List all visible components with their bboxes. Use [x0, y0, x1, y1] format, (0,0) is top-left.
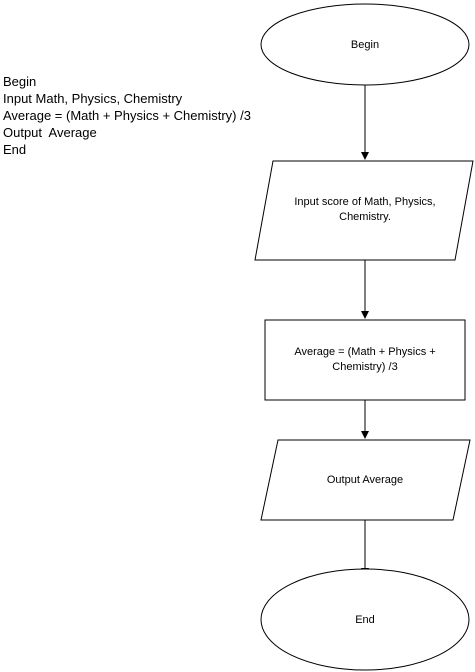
end-label: End — [355, 613, 375, 626]
input-label: Input score of Math, Physics, Chemistry. — [294, 196, 436, 223]
output-parallelogram — [260, 439, 471, 521]
process-box — [264, 319, 466, 401]
end-terminal — [260, 568, 470, 671]
pseudocode-block: Begin Input Math, Physics, Chemistry Ave… — [3, 73, 251, 158]
output-label: Output Average — [326, 473, 404, 486]
process-label: Average = (Math + Physics + Chemistry) /… — [294, 346, 436, 373]
begin-label: Begin — [350, 38, 380, 51]
pseudocode-line: End — [3, 142, 27, 157]
pseudocode-line: Output Average — [3, 125, 97, 140]
input-parallelogram — [254, 160, 474, 261]
pseudocode-line: Begin — [3, 74, 37, 89]
pseudocode-line: Input Math, Physics, Chemistry — [3, 91, 183, 106]
pseudocode-line: Average = (Math + Physics + Chemistry) /… — [3, 108, 251, 123]
